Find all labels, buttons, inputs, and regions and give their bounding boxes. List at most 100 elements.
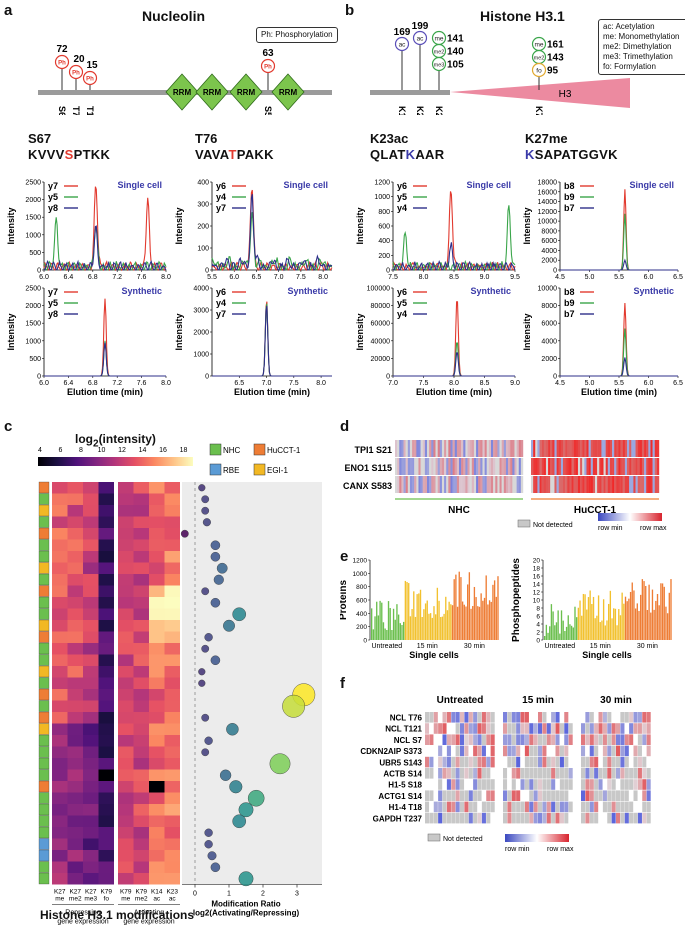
f-cell <box>551 812 556 824</box>
cell-bar <box>594 618 596 640</box>
x-tick-label: 9.5 <box>510 274 520 281</box>
ratio-bubble <box>201 506 210 515</box>
cell-bar <box>431 617 433 640</box>
f-cell <box>511 756 516 768</box>
y-tick-label: 8 <box>536 606 540 613</box>
d-cell-hucct <box>567 440 570 457</box>
cell-bar <box>463 604 465 640</box>
group-label-1: 15 min <box>417 643 438 650</box>
f-cell <box>642 801 647 813</box>
heatmap-cell <box>83 746 99 758</box>
heatmap-cell <box>164 712 180 724</box>
f-cell <box>438 801 443 813</box>
legend-label-b7: b7 <box>564 203 575 213</box>
f-cell <box>611 745 616 757</box>
peptide-sequence-0: KVVVSPTKK <box>28 147 110 162</box>
heatmap-cell <box>118 631 134 643</box>
heatmap-cell <box>149 838 165 850</box>
not-detected-label: Not detected <box>533 522 573 529</box>
cell-bar <box>602 599 605 640</box>
hucct-group-label: HuCCT-1 <box>574 505 617 516</box>
d-cell-nhc <box>497 458 500 475</box>
chromatogram-title: Synthetic <box>287 286 328 296</box>
d-cell-nhc <box>501 440 504 457</box>
heatmap-cell <box>83 654 99 666</box>
f-cell <box>568 790 573 801</box>
ph-label-S67: Ph <box>58 61 66 67</box>
d-cell-nhc <box>463 476 466 493</box>
chromatogram-title: Single cell <box>117 180 162 190</box>
heatmap-cell <box>149 792 165 804</box>
his-site-name-K27: K27 <box>434 106 444 115</box>
heatmap-cell <box>149 505 165 517</box>
heatmap-cell <box>83 723 99 735</box>
d-cell-hucct <box>624 476 628 493</box>
colorbar-tick-8: 8 <box>79 447 83 454</box>
d-cell-nhc <box>431 476 434 493</box>
d-cell-nhc <box>416 476 419 493</box>
f-cell <box>464 790 469 801</box>
panel-c-bottom-title: Histone H3.1 modifications <box>40 908 195 922</box>
f-cell <box>629 712 634 723</box>
f-cell <box>520 790 525 801</box>
heatmap-cell <box>133 769 149 781</box>
ratio-bubble <box>232 814 247 829</box>
heatmap-cell <box>67 861 83 873</box>
heatmap-cell <box>67 608 83 620</box>
d-cell-hucct <box>646 476 649 493</box>
d-cell-hucct <box>601 458 604 475</box>
y-tick-label: 1200 <box>353 558 368 565</box>
y-tick-label: 4000 <box>541 248 557 255</box>
heatmap-cell <box>133 712 149 724</box>
nucleolin-title: Nucleolin <box>142 8 206 24</box>
d-cell-hucct <box>548 476 551 493</box>
trace-y4 <box>392 242 516 271</box>
d-cell-hucct <box>595 458 598 475</box>
heatmap-cell <box>67 689 83 701</box>
heatmap-col-sublabel: me2 <box>135 896 148 903</box>
row-cell-type <box>38 688 50 701</box>
d-cell-nhc <box>520 440 524 457</box>
heatmap-cell <box>83 608 99 620</box>
row-cell-type <box>38 573 50 586</box>
heatmap-cell <box>67 620 83 632</box>
y-tick-label: 18000 <box>538 180 558 187</box>
d-cell-hucct <box>545 440 549 457</box>
chromatogram-title: Single cell <box>283 180 328 190</box>
d-cell-nhc <box>407 440 411 457</box>
f-cell <box>637 723 642 734</box>
colorbar-tick-10: 10 <box>98 447 106 454</box>
d-cell-hucct <box>631 440 634 457</box>
y-tick-label: 12 <box>533 590 541 597</box>
heatmap-cell <box>118 528 134 540</box>
panel-label-a: a <box>4 2 13 19</box>
f-cell <box>433 812 438 824</box>
trace-y4 <box>393 352 515 377</box>
ratio-bubble <box>204 633 213 642</box>
heatmap-cell <box>52 608 68 620</box>
heatmap-cell <box>98 781 114 793</box>
heatmap-cell <box>98 746 114 758</box>
heatmap-cell <box>83 643 99 655</box>
d-cell-hucct <box>607 458 611 475</box>
f-cell <box>433 712 438 723</box>
d-cell-nhc <box>463 440 466 457</box>
heatmap-cell <box>118 574 134 586</box>
heatmap-cell <box>133 838 149 850</box>
heatmap-cell <box>133 861 149 873</box>
heatmap-cell <box>98 608 114 620</box>
y-tick-label: 1000 <box>25 338 41 345</box>
x-tick-label: 7.0 <box>388 380 398 387</box>
d-cell-hucct <box>652 458 655 475</box>
d-cell-nhc <box>456 476 460 493</box>
f-cell <box>594 756 599 768</box>
f-cell <box>642 723 647 734</box>
d-cell-hucct <box>588 440 591 457</box>
heatmap-cell <box>67 654 83 666</box>
heatmap-cell <box>67 643 83 655</box>
heatmap-cell <box>67 827 83 839</box>
d-row-label: ENO1 S115 <box>344 463 392 473</box>
cell-bar <box>576 617 578 640</box>
heatmap-cell <box>52 551 68 563</box>
d-cell-hucct <box>569 440 572 457</box>
